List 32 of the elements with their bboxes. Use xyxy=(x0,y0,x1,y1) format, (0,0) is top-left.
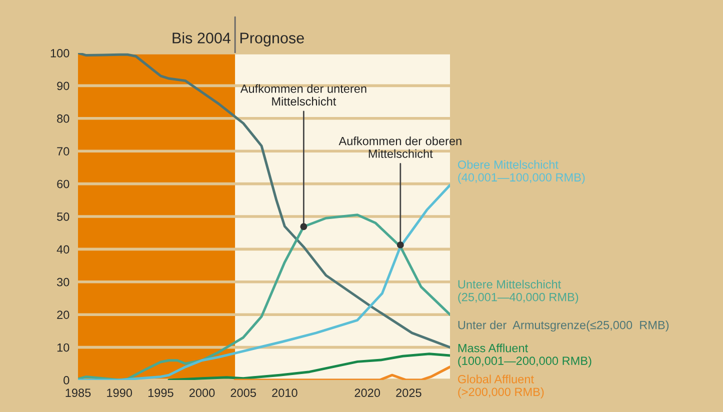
line-series xyxy=(78,184,450,380)
x-tick-label: 1995 xyxy=(148,388,174,398)
line-series xyxy=(234,366,450,380)
x-tick-label: 2000 xyxy=(189,388,215,398)
y-tick-label: 90 xyxy=(57,82,70,90)
y-tick-label: 50 xyxy=(57,212,70,221)
band-label: Bis 2004 xyxy=(172,32,230,44)
series-label: Obere Mittelschicht (40,001—100,000 RMB) xyxy=(458,160,585,184)
y-tick-label: 10 xyxy=(57,343,70,352)
y-tick-label: 60 xyxy=(57,180,70,188)
x-tick-label: 2005 xyxy=(230,388,256,398)
y-tick-label: 20 xyxy=(57,310,70,319)
line-series xyxy=(168,352,450,380)
annotation: Aufkommen der unteren Mittelschicht xyxy=(240,84,366,106)
annotation: Aufkommen der oberen Mittelschicht xyxy=(338,136,462,158)
series-label: Unter der Armutsgrenze(≤25,000 RMB) xyxy=(458,320,669,332)
y-tick-label: 80 xyxy=(57,114,70,123)
series-label: Untere Mittelschicht (25,001—40,000 RMB) xyxy=(458,280,578,304)
y-tick-label: 0 xyxy=(64,376,70,384)
y-tick-label: 100 xyxy=(50,49,70,58)
x-tick-label: 1990 xyxy=(107,388,132,398)
band-label: Prognose xyxy=(240,32,304,46)
series-label: Global Affluent (>200,000 RMB) xyxy=(458,374,544,398)
x-tick-label: 2010 xyxy=(272,388,298,398)
y-tick-label: 30 xyxy=(56,278,70,286)
x-tick-label: 1985 xyxy=(66,388,91,398)
y-tick-label: 40 xyxy=(56,245,70,254)
line-series xyxy=(78,214,450,380)
x-tick-label: 2025 xyxy=(396,388,422,398)
series-label: Mass Affluent (100,001—200,000 RMB) xyxy=(458,344,592,368)
y-tick-label: 70 xyxy=(57,147,70,156)
x-tick-label: 2020 xyxy=(354,388,380,398)
